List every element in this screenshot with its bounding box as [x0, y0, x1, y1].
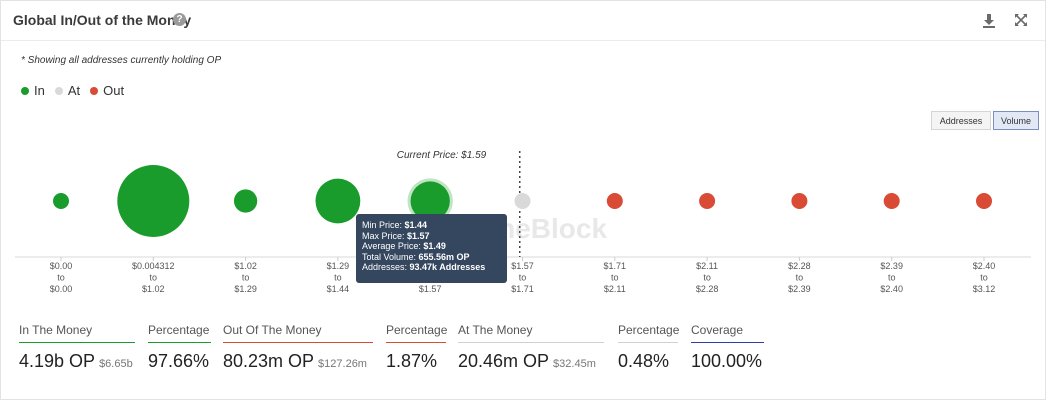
x-tick-label: $1.71 — [604, 261, 627, 271]
x-tick-label: to — [980, 273, 988, 283]
legend-item-at[interactable]: At — [54, 83, 81, 98]
legend-dot-out — [90, 86, 99, 95]
x-tick-label: to — [242, 273, 250, 283]
x-tick-label: $1.02 — [234, 261, 257, 271]
legend-label-in: In — [34, 83, 45, 98]
legend-dot-at — [54, 86, 63, 95]
bubble-tooltip: Min Price: $1.44 Max Price: $1.57 Averag… — [356, 214, 507, 283]
x-tick-label: $2.11 — [604, 284, 626, 294]
stat-label: Coverage — [691, 323, 764, 343]
legend-label-out: Out — [103, 83, 125, 98]
stat-value: 1.87% — [386, 351, 438, 371]
x-tick-label: $2.11 — [696, 261, 718, 271]
holding-note: * Showing all addresses currently holdin… — [21, 55, 222, 66]
stat-value: 97.66% — [148, 351, 210, 371]
x-tick-label: $0.00 — [50, 284, 73, 294]
bubble-in — [117, 165, 190, 237]
legend-item-in[interactable]: In — [21, 83, 45, 98]
stat-value: 4.19b OP $6.65b — [19, 351, 133, 371]
x-tick-label: to — [796, 273, 804, 283]
stat-coverage: Coverage 100.00% — [691, 321, 764, 372]
stat-in-percentage: Percentage 97.66% — [148, 321, 211, 372]
bubble-in — [53, 193, 69, 209]
tooltip-max-price: Max Price: $1.57 — [362, 230, 430, 241]
x-tick-label: $1.71 — [511, 284, 534, 294]
stat-label: Percentage — [618, 323, 679, 343]
x-tick-label: to — [703, 273, 711, 283]
x-tick-label: $2.40 — [880, 284, 903, 294]
stat-out-percentage: Percentage 1.87% — [386, 321, 447, 372]
volume-toggle-button[interactable]: Volume — [993, 111, 1039, 130]
x-tick-label: $1.44 — [327, 284, 350, 294]
bubble-in — [410, 181, 450, 221]
download-icon[interactable] — [982, 13, 996, 29]
stat-at-percentage: Percentage 0.48% — [618, 321, 679, 372]
tooltip-avg-price: Average Price: $1.49 — [362, 241, 446, 251]
x-tick-label: to — [519, 273, 527, 283]
stat-at-the-money: At The Money 20.46m OP $32.45m — [458, 321, 604, 372]
stat-label: Out Of The Money — [223, 323, 373, 343]
stat-out-of-the-money: Out Of The Money 80.23m OP $127.26m — [223, 321, 373, 372]
expand-icon[interactable] — [1014, 13, 1028, 27]
x-tick-label: $2.39 — [788, 284, 811, 294]
bubble-in — [233, 189, 258, 213]
legend-item-out[interactable]: Out — [90, 83, 124, 98]
summary-stats: In The Money 4.19b OP $6.65b Percentage 9… — [1, 321, 1045, 381]
bubble-out — [791, 193, 808, 209]
x-tick-label: $0.004312 — [132, 261, 175, 271]
addresses-toggle-button[interactable]: Addresses — [931, 111, 991, 130]
stat-label: In The Money — [19, 323, 135, 343]
x-tick-label: to — [334, 273, 342, 283]
x-tick-label: $1.57 — [419, 284, 442, 294]
legend-dot-in — [21, 86, 29, 95]
stat-value: 20.46m OP $32.45m — [458, 351, 596, 371]
x-tick-label: $2.39 — [880, 261, 903, 271]
x-tick-label: to — [888, 273, 896, 283]
stat-value: 0.48% — [618, 351, 670, 371]
x-tick-label: $1.29 — [327, 261, 350, 271]
legend: In At Out — [21, 83, 124, 98]
bubble-out — [699, 193, 716, 209]
legend-label-at: At — [67, 83, 81, 98]
x-tick-label: $1.57 — [511, 261, 534, 271]
x-tick-label: $3.12 — [973, 284, 996, 294]
bubble-out — [976, 193, 992, 209]
current-price-label: Current Price: $1.59 — [397, 150, 487, 161]
x-tick-label: $0.00 — [50, 261, 73, 271]
tooltip-min-price: Min Price: $1.44 — [362, 220, 428, 230]
x-tick-label: to — [57, 273, 65, 283]
x-tick-label: $2.28 — [696, 284, 719, 294]
x-tick-label: to — [150, 273, 158, 283]
stat-value: 80.23m OP $127.26m — [223, 351, 367, 371]
tooltip-addresses: Addresses: 93.47k Addresses — [362, 262, 486, 272]
stat-label: At The Money — [458, 323, 604, 343]
tooltip-total-volume: Total Volume: 655.56m OP — [362, 251, 470, 262]
x-tick-label: $2.28 — [788, 261, 811, 271]
bubble-out — [606, 193, 623, 209]
card-header: Global In/Out of the Money ? — [1, 1, 1045, 41]
bubble-out — [883, 193, 900, 209]
x-tick-label: $1.02 — [142, 284, 165, 294]
help-icon[interactable]: ? — [173, 13, 186, 26]
stat-in-the-money: In The Money 4.19b OP $6.65b — [19, 321, 135, 372]
bubble-in — [315, 178, 361, 224]
stat-label: Percentage — [148, 323, 211, 343]
bubble-at — [514, 193, 531, 209]
stat-label: Percentage — [386, 323, 447, 343]
stat-value: 100.00% — [691, 351, 763, 371]
x-tick-label: $2.40 — [973, 261, 996, 271]
x-tick-label: to — [611, 273, 619, 283]
x-tick-label: $1.29 — [234, 284, 257, 294]
card-title: Global In/Out of the Money — [13, 12, 192, 28]
